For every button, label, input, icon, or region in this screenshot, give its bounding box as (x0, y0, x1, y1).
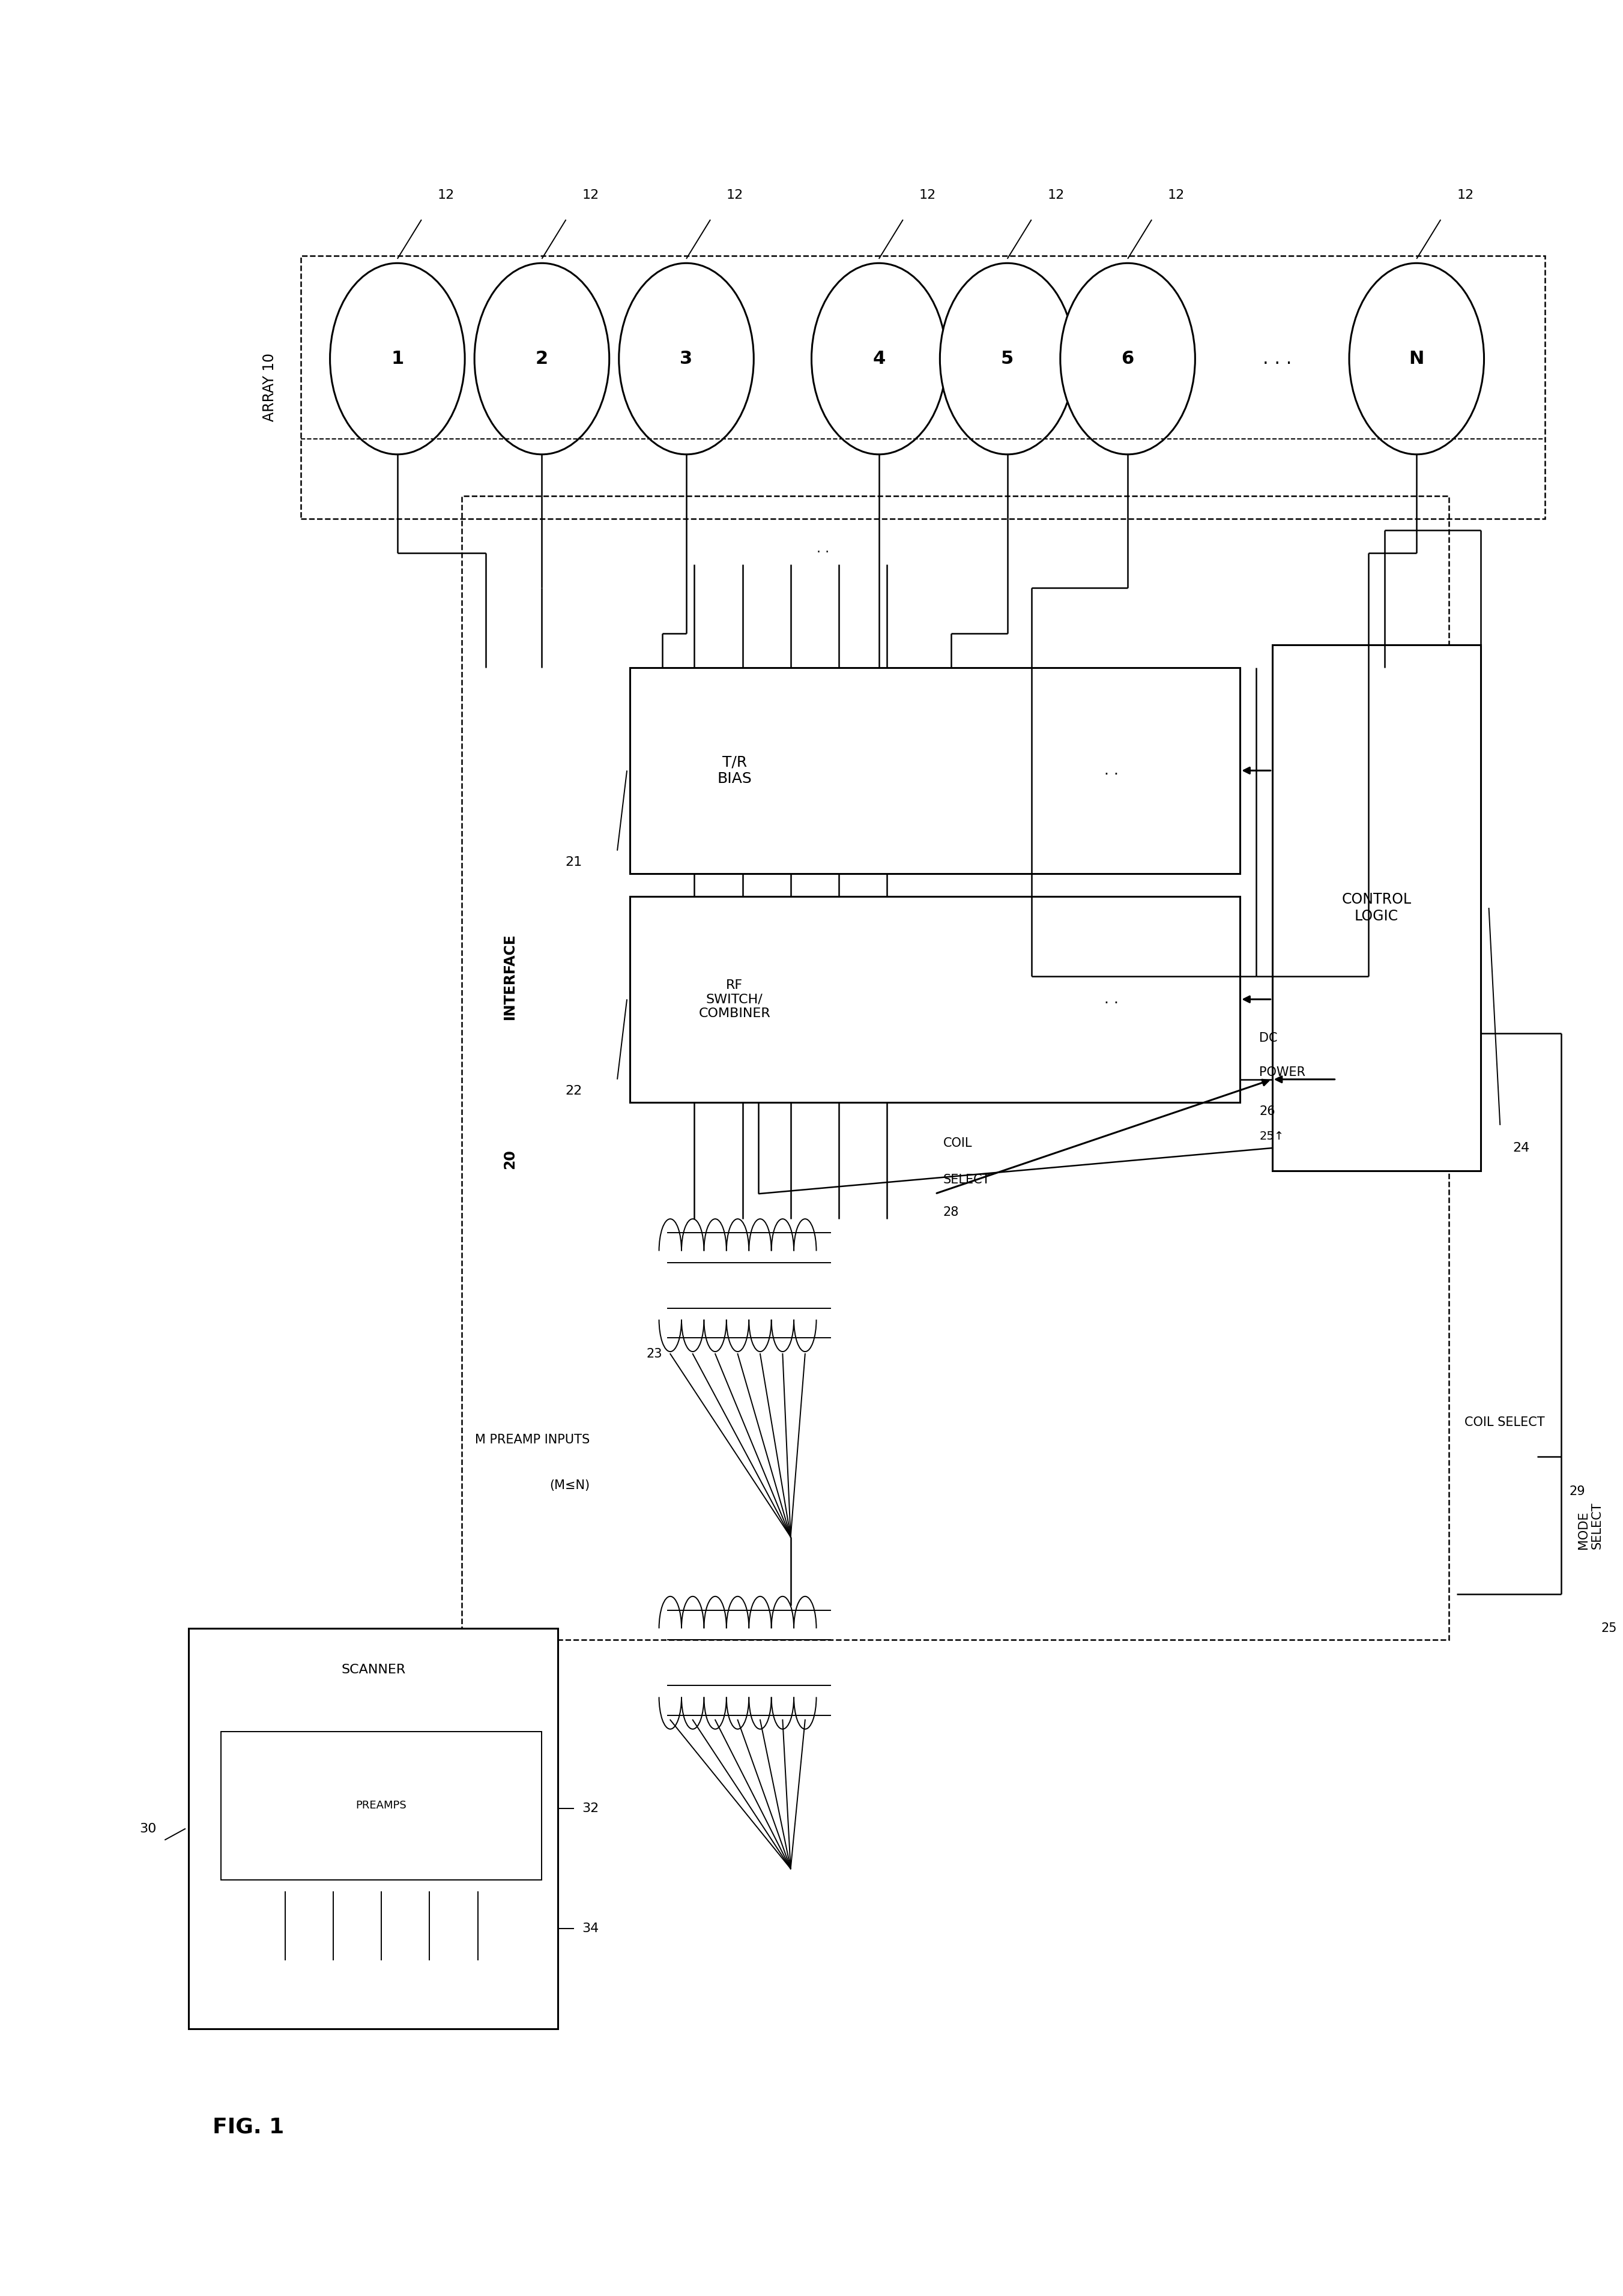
Text: 29: 29 (1569, 1486, 1586, 1497)
Text: RF
SWITCH/
COMBINER: RF SWITCH/ COMBINER (698, 980, 771, 1019)
Text: PREAMPS: PREAMPS (355, 1800, 407, 1812)
Ellipse shape (329, 264, 464, 455)
Text: POWER: POWER (1259, 1068, 1305, 1079)
Text: . .: . . (1104, 992, 1118, 1006)
Ellipse shape (474, 264, 609, 455)
Text: ARRAY 10: ARRAY 10 (263, 354, 278, 422)
Text: M PREAMP INPUTS: M PREAMP INPUTS (476, 1433, 591, 1446)
Polygon shape (630, 895, 1240, 1102)
Text: COIL: COIL (943, 1137, 972, 1150)
Text: 6: 6 (1121, 349, 1134, 367)
Text: 12: 12 (438, 188, 454, 202)
Ellipse shape (1060, 264, 1195, 455)
Text: N: N (1409, 349, 1425, 367)
Text: 34: 34 (583, 1922, 599, 1936)
Text: T/R
BIAS: T/R BIAS (717, 755, 751, 785)
Text: 12: 12 (919, 188, 936, 202)
Text: . .: . . (1104, 762, 1118, 778)
Ellipse shape (1349, 264, 1483, 455)
Text: COIL SELECT: COIL SELECT (1466, 1417, 1545, 1428)
Text: 26: 26 (1259, 1104, 1276, 1118)
Text: INTERFACE: INTERFACE (503, 932, 518, 1019)
Ellipse shape (812, 264, 946, 455)
Text: 12: 12 (1457, 188, 1474, 202)
Text: . .: . . (816, 542, 829, 556)
Text: 12: 12 (1169, 188, 1185, 202)
Text: 28: 28 (943, 1205, 959, 1219)
Text: 12: 12 (727, 188, 743, 202)
Polygon shape (221, 1731, 542, 1880)
Text: . . .: . . . (1263, 349, 1292, 367)
Text: 3: 3 (680, 349, 693, 367)
Polygon shape (1272, 645, 1480, 1171)
Text: SELECT: SELECT (943, 1173, 990, 1187)
Text: 12: 12 (1047, 188, 1065, 202)
Text: 4: 4 (873, 349, 885, 367)
Text: 25↑: 25↑ (1259, 1132, 1284, 1143)
Text: 25: 25 (1602, 1623, 1617, 1635)
Text: 30: 30 (140, 1823, 157, 1835)
Text: SCANNER: SCANNER (341, 1665, 406, 1676)
Polygon shape (188, 1628, 558, 2030)
Polygon shape (630, 668, 1240, 872)
Text: 21: 21 (565, 856, 583, 868)
Text: 22: 22 (565, 1084, 583, 1097)
Text: 12: 12 (583, 188, 599, 202)
Text: 32: 32 (583, 1802, 599, 1814)
Ellipse shape (618, 264, 753, 455)
Text: CONTROL
LOGIC: CONTROL LOGIC (1342, 893, 1412, 923)
Text: (M≤N): (M≤N) (550, 1479, 591, 1492)
Text: FIG. 1: FIG. 1 (213, 2117, 284, 2138)
Text: 20: 20 (503, 1150, 518, 1169)
Ellipse shape (940, 264, 1074, 455)
Text: 23: 23 (646, 1348, 662, 1359)
Text: 2: 2 (536, 349, 549, 367)
Text: 5: 5 (1001, 349, 1014, 367)
Text: MODE
SELECT: MODE SELECT (1578, 1502, 1604, 1550)
Text: DC: DC (1259, 1033, 1277, 1045)
Text: 24: 24 (1513, 1141, 1529, 1155)
Text: 1: 1 (391, 349, 404, 367)
